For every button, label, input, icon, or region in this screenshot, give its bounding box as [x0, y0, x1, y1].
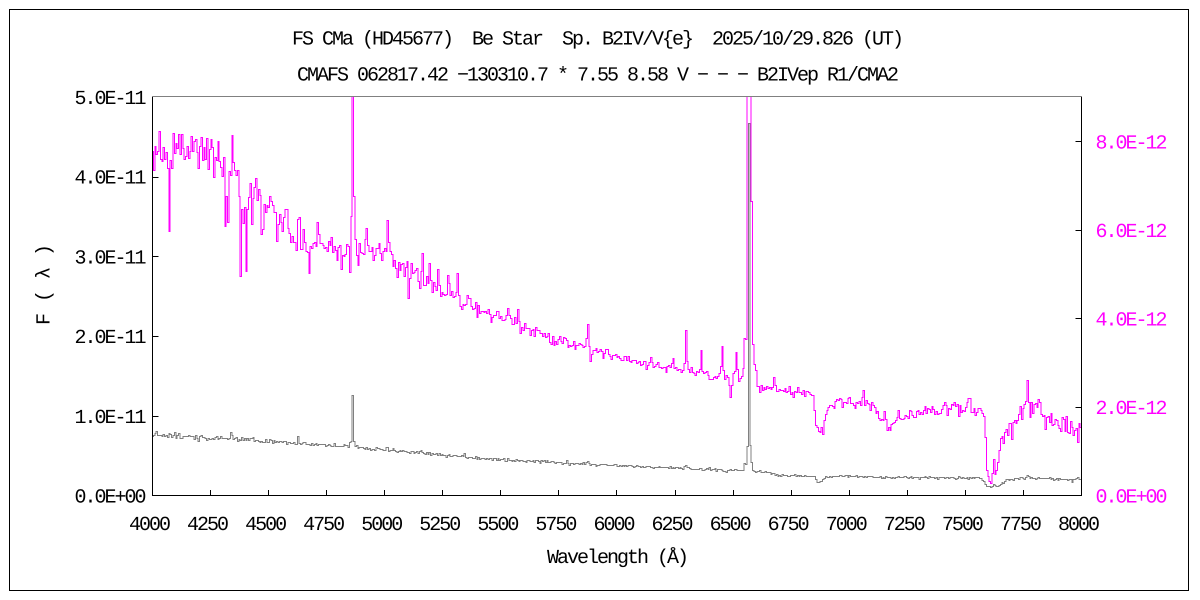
svg-text:2.0E-11: 2.0E-11 — [74, 327, 146, 350]
svg-text:6250: 6250 — [652, 514, 693, 537]
svg-text:5.0E-11: 5.0E-11 — [74, 88, 146, 111]
svg-text:7250: 7250 — [884, 514, 925, 537]
svg-text:4.0E-11: 4.0E-11 — [74, 168, 146, 191]
svg-text:5750: 5750 — [535, 514, 576, 537]
svg-text:Wavelength (Å): Wavelength (Å) — [547, 547, 687, 570]
svg-text:FS CMa (HD45677) Be Star Sp.: FS CMa (HD45677) Be Star Sp. B2IV/V{e} 2… — [292, 29, 902, 52]
svg-text:4750: 4750 — [303, 514, 344, 537]
svg-text:6000: 6000 — [593, 514, 634, 537]
svg-text:0.0E+00: 0.0E+00 — [1096, 487, 1167, 510]
svg-text:F(λ): F(λ) — [34, 233, 57, 325]
svg-text:5250: 5250 — [419, 514, 460, 537]
svg-text:6.0E-12: 6.0E-12 — [1096, 221, 1167, 244]
svg-text:5500: 5500 — [477, 514, 518, 537]
svg-text:1.0E-11: 1.0E-11 — [74, 407, 146, 430]
svg-text:2.0E-12: 2.0E-12 — [1096, 398, 1167, 421]
svg-text:8.0E-12: 8.0E-12 — [1096, 132, 1167, 155]
svg-text:7000: 7000 — [826, 514, 867, 537]
svg-text:0.0E+00: 0.0E+00 — [74, 487, 145, 510]
svg-text:4.0E-12: 4.0E-12 — [1096, 309, 1167, 332]
svg-text:4000: 4000 — [129, 514, 170, 537]
svg-text:CMAFS 062817.42 −130310.7 * 7.: CMAFS 062817.42 −130310.7 * 7.55 8.58 V … — [297, 65, 898, 88]
svg-text:4250: 4250 — [187, 514, 228, 537]
svg-text:4500: 4500 — [245, 514, 286, 537]
svg-text:5000: 5000 — [361, 514, 402, 537]
svg-text:7500: 7500 — [942, 514, 983, 537]
svg-text:6500: 6500 — [710, 514, 751, 537]
svg-text:6750: 6750 — [768, 514, 809, 537]
svg-text:7750: 7750 — [1000, 514, 1041, 537]
svg-text:3.0E-11: 3.0E-11 — [74, 247, 146, 270]
svg-text:8000: 8000 — [1058, 514, 1099, 537]
